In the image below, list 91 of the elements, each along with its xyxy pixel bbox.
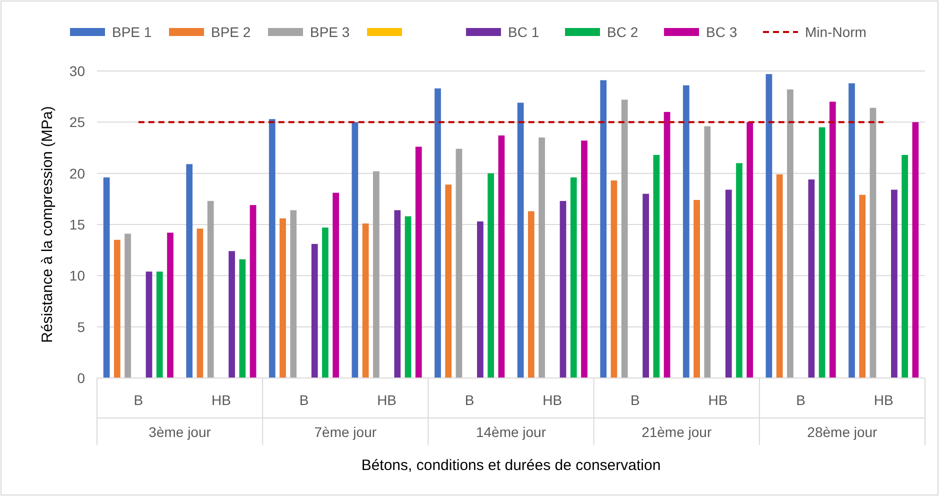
- x-tick-label: B: [134, 392, 144, 408]
- bar: [891, 190, 898, 378]
- x-tick-label: B: [299, 392, 309, 408]
- bar: [124, 234, 131, 378]
- bar: [228, 251, 235, 378]
- bar: [332, 192, 340, 378]
- x-tick-label: HB: [874, 392, 894, 408]
- text: 28ème jour: [807, 424, 878, 440]
- bar: [912, 122, 919, 378]
- bar: [394, 210, 401, 378]
- bar: [114, 240, 120, 378]
- legend-label: BC 3: [706, 24, 738, 40]
- bar: [736, 163, 742, 378]
- bar: [517, 102, 524, 378]
- legend-label: BPE 3: [310, 24, 350, 40]
- bar: [207, 200, 214, 378]
- bar: [196, 228, 204, 378]
- bar: [477, 221, 484, 378]
- bar: [434, 88, 441, 378]
- bar: [456, 148, 462, 378]
- bar: [488, 173, 494, 378]
- bar: [902, 154, 908, 378]
- bar: [848, 83, 855, 378]
- bar: [167, 232, 174, 378]
- bar: [103, 177, 110, 378]
- bar: [570, 177, 577, 378]
- bar: [498, 135, 505, 378]
- legend-label: BPE 2: [211, 24, 251, 40]
- legend-label: BC 1: [508, 24, 540, 40]
- bar: [373, 171, 380, 378]
- x-tick-label: B: [630, 392, 640, 408]
- bar: [694, 200, 700, 378]
- bar: [404, 216, 412, 378]
- bar: [250, 205, 256, 378]
- bar: [870, 108, 876, 378]
- bar: [528, 211, 534, 378]
- text: 7ème jour: [314, 424, 377, 440]
- bar: [829, 102, 836, 378]
- bar: [859, 194, 866, 378]
- x-tick-label: B: [464, 392, 474, 408]
- legend-label: BC 2: [607, 24, 638, 40]
- bar: [808, 179, 815, 378]
- y-axis-title: Résistance à la compression (MPa): [39, 106, 56, 343]
- bar: [322, 228, 328, 378]
- bar: [621, 100, 628, 378]
- y-tick-label: 0: [77, 370, 86, 386]
- bar: [280, 218, 286, 378]
- text: 21ème jour: [642, 424, 712, 440]
- bar: [664, 112, 670, 378]
- y-tick-label: 25: [69, 114, 86, 130]
- bar: [581, 140, 588, 378]
- bar: [642, 194, 649, 378]
- legend-label: BPE 1: [112, 24, 152, 40]
- bar: [445, 184, 452, 378]
- x-tick-label: B: [796, 392, 806, 408]
- bar: [682, 85, 690, 378]
- bar: [156, 272, 163, 378]
- text: 3ème jour: [148, 424, 212, 440]
- y-tick-label: 15: [69, 216, 86, 232]
- y-tick-label: 10: [69, 268, 86, 284]
- x-axis-title: Bétons, conditions et durées de conservation: [361, 457, 661, 474]
- bar: [725, 190, 732, 378]
- bar: [186, 164, 193, 378]
- bar: [415, 146, 422, 378]
- bar: [352, 122, 358, 378]
- bar: [311, 244, 318, 378]
- bar: [146, 272, 152, 378]
- bar: [787, 89, 794, 378]
- legend-label: Min-Norm: [805, 24, 866, 40]
- y-tick-label: 5: [77, 318, 86, 335]
- x-tick-label: HB: [211, 392, 231, 408]
- bar: [538, 138, 545, 378]
- y-tick-label: 20: [69, 165, 86, 182]
- bar: [776, 174, 783, 378]
- bar: [268, 119, 276, 378]
- x-tick-label: HB: [377, 392, 397, 408]
- text: 14ème jour: [476, 424, 546, 440]
- bar: [610, 180, 618, 378]
- bar: [290, 210, 297, 378]
- y-tick-label: 30: [69, 63, 86, 79]
- bar: [704, 126, 711, 378]
- bar: [362, 223, 369, 378]
- bar: [818, 127, 826, 378]
- bar: [560, 200, 566, 378]
- bar: [746, 122, 754, 378]
- bar: [766, 74, 772, 378]
- x-tick-label: HB: [708, 392, 728, 408]
- bar: [653, 154, 660, 378]
- x-tick-label: HB: [542, 392, 562, 408]
- bar: [239, 259, 246, 378]
- bar: [600, 80, 607, 378]
